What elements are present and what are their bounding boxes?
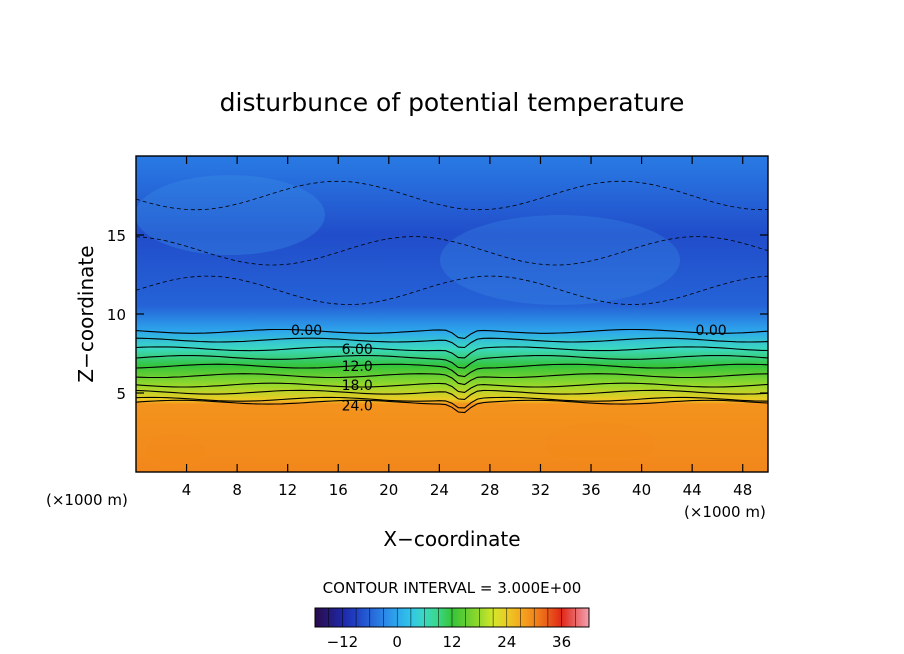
- x-axis-label: X−coordinate: [383, 527, 520, 551]
- contour-label: 12.0: [342, 359, 373, 375]
- contour-label: 18.0: [342, 378, 373, 394]
- y-tick-label: 10: [107, 306, 126, 324]
- contour-line: [136, 337, 768, 349]
- contour-lines: [136, 180, 768, 414]
- y-axis-label: Z−coordinate: [74, 245, 98, 382]
- x-tick-label: 16: [329, 481, 348, 499]
- contour-line: [136, 363, 768, 378]
- x-tick-label: 4: [182, 481, 192, 499]
- contour-label: 0.00: [696, 323, 727, 339]
- x-unit-label-right: (×1000 m): [684, 503, 766, 521]
- temperature-field: [136, 156, 768, 472]
- x-tick-label: 24: [430, 481, 449, 499]
- x-unit-label-left: (×1000 m): [46, 491, 128, 509]
- contour-line: [136, 396, 768, 409]
- colorbar-ticks: −12 0 12 24 36: [327, 633, 572, 651]
- negative-contour-line: [136, 180, 768, 211]
- contour-line: [136, 328, 768, 339]
- contour-line: [136, 346, 768, 359]
- chart-title: disturbunce of potential temperature: [220, 88, 685, 117]
- x-tick-label: 40: [632, 481, 651, 499]
- x-axis-ticks: 4 8 12 16 20 24 28 32 36 40 44 48: [182, 156, 752, 499]
- colorbar-separators: [328, 608, 576, 627]
- contour-line: [136, 399, 768, 414]
- colorbar-tick-label: −12: [327, 633, 359, 651]
- contour-line: [136, 382, 768, 393]
- x-tick-label: 48: [733, 481, 752, 499]
- contour-line: [136, 355, 768, 369]
- x-tick-label: 32: [531, 481, 550, 499]
- x-tick-label: 28: [480, 481, 499, 499]
- warm-blob-left: [145, 434, 205, 470]
- contour-label: 0.00: [291, 323, 322, 339]
- cool-patch-upper-left: [136, 175, 325, 255]
- y-axis-ticks: 5 10 15: [107, 227, 768, 403]
- x-tick-label: 12: [278, 481, 297, 499]
- y-tick-label: 5: [116, 385, 126, 403]
- contour-label: 24.0: [342, 399, 373, 415]
- x-tick-label: 8: [232, 481, 242, 499]
- colorbar-tick-label: 24: [497, 633, 516, 651]
- negative-contour-line: [136, 236, 768, 266]
- colorbar-tick-label: 0: [392, 633, 402, 651]
- colorbar-tick-label: 12: [442, 633, 461, 651]
- cool-patch-upper-right: [440, 215, 680, 305]
- x-tick-label: 44: [683, 481, 702, 499]
- warm-blob-right: [545, 423, 655, 467]
- contour-line: [136, 373, 768, 386]
- x-tick-label: 20: [379, 481, 398, 499]
- colorbar-tick-label: 36: [552, 633, 571, 651]
- contour-label: 6.00: [342, 342, 373, 358]
- contour-line: [136, 389, 768, 400]
- negative-contour-line: [136, 275, 768, 305]
- y-tick-label: 15: [107, 227, 126, 245]
- contour-interval-text: CONTOUR INTERVAL = 3.000E+00: [323, 579, 582, 597]
- x-tick-label: 36: [581, 481, 600, 499]
